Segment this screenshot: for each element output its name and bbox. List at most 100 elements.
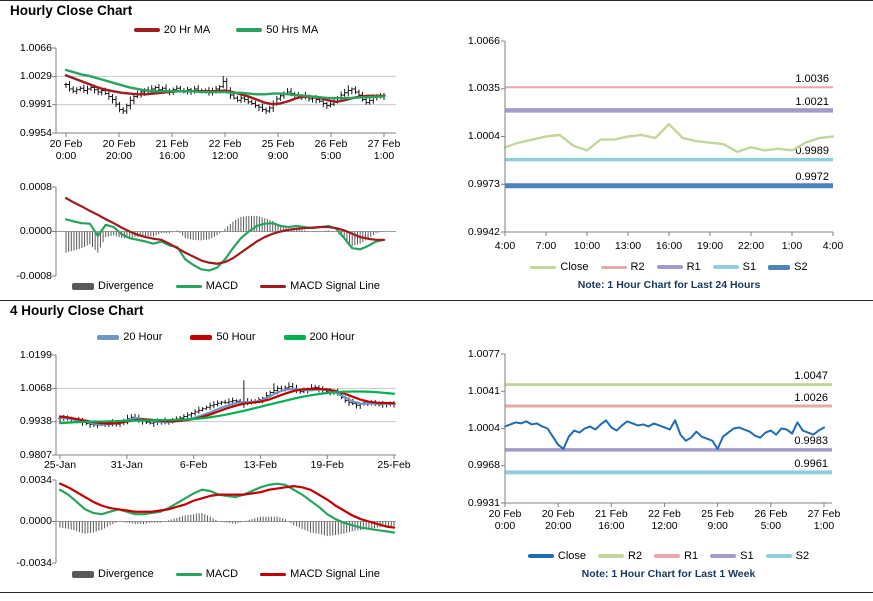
x-axis-tick-label: 26 Feb 5:00 xyxy=(303,138,359,162)
legend-item: MACD xyxy=(175,568,238,580)
y-axis-tick-label: 0.9931 xyxy=(467,496,500,509)
legend-item: R2 xyxy=(598,550,642,562)
legend-label: 20 Hr MA xyxy=(163,24,211,36)
y-axis-tick-label: 0.0000 xyxy=(19,515,52,527)
x-axis-tick-label: 21 Feb 16:00 xyxy=(584,508,638,532)
x-tick-time: 16:00 xyxy=(598,520,625,532)
legend-label: 20 Hour xyxy=(123,331,163,343)
legend-label: Close xyxy=(560,261,589,273)
legend-item: 200 Hour xyxy=(283,331,355,343)
x-axis-tick-label: 19:00 xyxy=(696,240,724,252)
y-axis-tick-label: 1.0004 xyxy=(467,130,500,142)
level-label-s1: 0.9989 xyxy=(795,145,829,158)
legend-item: Close xyxy=(530,261,589,273)
legend-line-swatch-icon xyxy=(527,554,554,558)
x-tick-time: 5:00 xyxy=(320,150,342,162)
x-tick-date: 20 Feb xyxy=(488,508,522,520)
legend-line-swatch-icon xyxy=(97,334,120,340)
x-tick-time: 12:00 xyxy=(651,520,678,532)
level-label-s2: 0.9961 xyxy=(794,457,828,470)
x-tick-date: 27 Feb xyxy=(807,508,841,520)
x-tick-date: 20 Feb xyxy=(49,138,83,150)
level-label-r1: 1.0021 xyxy=(795,95,829,108)
legend-label: R1 xyxy=(684,550,699,562)
legend-line-swatch-icon xyxy=(236,28,263,32)
y-axis-tick-label: 1.0035 xyxy=(467,82,500,95)
x-tick-time: 5:00 xyxy=(760,520,782,532)
section-title-4hourly: 4 Hourly Close Chart xyxy=(10,303,144,318)
x-tick-time: 1:00 xyxy=(373,150,395,162)
legend-line-swatch-icon xyxy=(598,554,625,558)
chart-plot-0 xyxy=(52,47,396,137)
legend-label: S1 xyxy=(740,550,754,562)
x-tick-time: 1:00 xyxy=(813,520,835,532)
legend-label: R2 xyxy=(630,261,645,273)
chart-legend: Divergence MACD MACD Signal Line xyxy=(56,280,396,292)
x-axis-tick-label: 21 Feb 16:00 xyxy=(144,138,200,162)
legend-item: 20 Hour xyxy=(97,331,162,343)
x-axis-tick-label: 20 Feb 20:00 xyxy=(91,138,147,162)
x-tick-date: 26 Feb xyxy=(754,508,788,520)
y-axis-tick-label: 1.0077 xyxy=(467,347,500,360)
x-tick-time: 16:00 xyxy=(158,150,186,162)
x-tick-time: 0:00 xyxy=(55,150,77,162)
y-axis-tick-label: 0.9968 xyxy=(467,459,500,472)
x-axis-tick-label: 25 Feb 9:00 xyxy=(691,508,745,532)
y-axis-tick-label: 1.0066 xyxy=(19,41,52,54)
x-tick-time: 20:00 xyxy=(105,150,133,162)
x-axis-tick-label: 10:00 xyxy=(573,240,601,252)
legend-line-swatch-icon xyxy=(712,265,739,269)
legend-item: 20 Hr MA xyxy=(133,24,211,36)
x-axis-tick-label: 7:00 xyxy=(535,240,557,252)
legend-line-swatch-icon xyxy=(260,284,287,288)
legend-line-swatch-icon xyxy=(175,572,202,576)
y-axis-tick-label: -0.0034 xyxy=(16,556,52,569)
level-label-r2: 1.0047 xyxy=(794,370,828,383)
x-axis-tick-label: 20 Feb 20:00 xyxy=(531,508,585,532)
y-axis-tick-label: 0.9938 xyxy=(19,415,52,428)
x-tick-time: 9:00 xyxy=(707,520,728,532)
chart-plot-2 xyxy=(501,40,835,236)
x-axis-tick-label: 4:00 xyxy=(822,240,844,252)
legend-item: MACD xyxy=(175,280,238,292)
legend-item: Divergence xyxy=(72,568,154,580)
legend-line-swatch-icon xyxy=(133,28,160,32)
y-axis-tick-label: 1.0041 xyxy=(467,384,500,397)
x-tick-date: 20 Feb xyxy=(102,138,136,150)
x-tick-date: 25 Feb xyxy=(261,138,295,150)
legend-label: Divergence xyxy=(98,568,154,580)
legend-label: MACD Signal Line xyxy=(290,568,380,580)
legend-label: 200 Hour xyxy=(309,331,355,343)
chart-note: Note: 1 Hour Chart for Last 1 Week xyxy=(581,568,756,580)
legend-line-swatch-icon xyxy=(530,265,557,269)
x-tick-time: 12:00 xyxy=(211,150,239,162)
legend-line-swatch-icon xyxy=(260,572,287,576)
x-axis-tick-label: 22 Feb 12:00 xyxy=(638,508,692,532)
legend-item: 50 Hrs MA xyxy=(236,24,318,36)
x-axis-tick-label: 25 Feb 9:00 xyxy=(250,138,306,162)
chart-legend: Close R2 R1 S1 S2 xyxy=(505,550,832,562)
y-axis-tick-label: 0.9954 xyxy=(19,126,52,139)
x-axis-tick-label: 20 Feb 0:00 xyxy=(38,138,94,162)
legend-item: Close xyxy=(527,550,586,562)
x-axis-tick-label: 26 Feb 5:00 xyxy=(744,508,798,532)
x-tick-date: 25 Feb xyxy=(701,508,734,520)
x-axis-tick-label: 27 Feb 1:00 xyxy=(797,508,851,532)
y-axis-tick-label: 1.0068 xyxy=(19,381,52,394)
legend-item: R2 xyxy=(600,261,645,273)
separator-bottom xyxy=(0,592,873,593)
x-axis-tick-label: 1:00 xyxy=(781,240,803,252)
legend-line-swatch-icon xyxy=(654,554,681,558)
section-title-hourly: Hourly Close Chart xyxy=(10,3,133,18)
legend-label: S1 xyxy=(742,261,757,273)
legend-line-swatch-icon xyxy=(175,284,202,288)
legend-label: R2 xyxy=(628,550,643,562)
x-axis-tick-label: 20 Feb 0:00 xyxy=(478,508,532,532)
legend-item: MACD Signal Line xyxy=(260,568,380,580)
legend-line-swatch-icon xyxy=(710,554,737,558)
legend-bar-swatch-icon xyxy=(72,570,95,578)
legend-line-swatch-icon xyxy=(283,334,306,340)
x-tick-time: 0:00 xyxy=(494,520,516,532)
level-label-s2: 0.9972 xyxy=(795,171,829,184)
